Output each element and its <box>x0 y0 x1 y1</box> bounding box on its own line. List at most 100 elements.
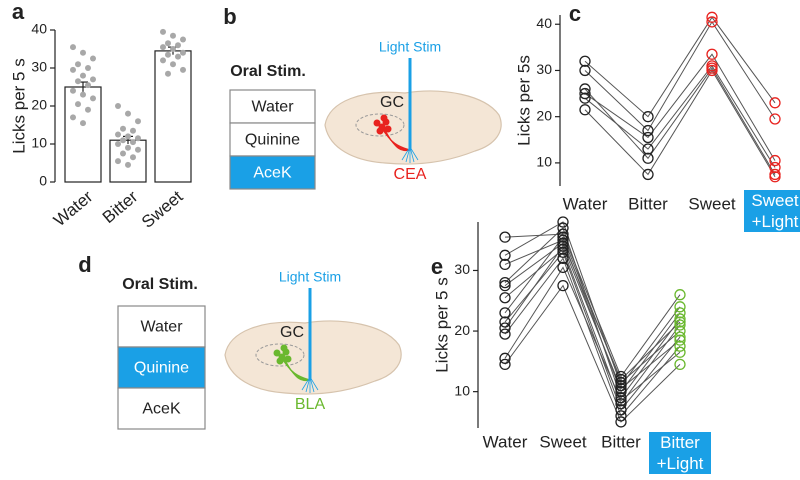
data-point <box>557 246 569 258</box>
panel-letter: a <box>12 0 25 24</box>
data-point <box>75 78 81 85</box>
x-tick-label: Bitter <box>601 432 641 451</box>
data-point <box>557 243 569 255</box>
bar <box>64 86 102 183</box>
x-tick-label: Bitter <box>99 187 142 227</box>
data-point <box>70 114 76 121</box>
panel-letter: b <box>223 4 236 29</box>
x-tick-label: Water <box>50 187 97 231</box>
data-point <box>135 146 141 153</box>
data-point <box>499 322 511 334</box>
series-line <box>504 245 681 390</box>
brain <box>324 90 502 165</box>
data-point <box>674 289 686 301</box>
data-point <box>615 385 627 398</box>
data-point <box>85 106 91 113</box>
data-point <box>75 61 81 68</box>
data-point <box>499 249 511 261</box>
x-tick-label: Sweet <box>138 187 187 232</box>
data-point <box>165 70 171 77</box>
series-line <box>504 257 681 417</box>
data-point <box>90 95 96 102</box>
data-point <box>80 91 86 98</box>
data-point <box>175 53 181 60</box>
series-line <box>504 236 681 384</box>
option-cell <box>117 346 206 389</box>
neuron <box>380 114 388 122</box>
brain-outline <box>224 320 402 395</box>
option-label: AceK <box>142 401 181 418</box>
data-point <box>557 261 569 274</box>
data-point <box>180 36 186 43</box>
data-point <box>674 307 686 319</box>
data-point <box>499 316 511 328</box>
data-point <box>135 135 141 142</box>
option-cell <box>117 305 206 348</box>
y-tick-label: 30 <box>536 61 552 77</box>
data-point <box>769 113 781 125</box>
data-point <box>674 340 686 352</box>
series-line <box>584 67 776 175</box>
data-point <box>557 240 569 252</box>
data-point <box>706 16 718 28</box>
data-point <box>130 139 136 146</box>
data-point <box>674 358 686 371</box>
data-point <box>160 57 166 64</box>
gc-region <box>255 343 305 367</box>
data-point <box>170 32 176 39</box>
data-point <box>769 171 781 183</box>
data-point <box>674 331 686 343</box>
data-point <box>125 110 131 117</box>
neuron <box>276 357 284 365</box>
panel-letter: c <box>569 1 581 26</box>
y-tick-label: 30 <box>454 261 470 277</box>
option-label: Water <box>251 99 294 116</box>
data-point <box>80 49 86 56</box>
data-point <box>579 64 591 77</box>
region-label: GC <box>380 94 404 111</box>
data-point <box>499 276 511 289</box>
data-point <box>557 222 569 234</box>
option-cell <box>229 155 316 190</box>
data-point <box>706 11 718 23</box>
data-point <box>579 55 591 67</box>
y-tick-label: 10 <box>536 154 552 170</box>
data-point <box>135 118 141 125</box>
y-tick-label: 10 <box>454 382 470 398</box>
y-tick-label: 0 <box>39 173 47 189</box>
option-cell <box>117 387 206 430</box>
data-point <box>80 120 86 127</box>
data-point <box>557 237 569 249</box>
data-point <box>115 141 121 147</box>
data-point <box>769 161 781 174</box>
series-line <box>584 69 776 178</box>
y-axis-label: Licks per 5 s <box>9 58 28 153</box>
diagram-title: Oral Stim. <box>122 276 198 293</box>
series-line <box>504 239 681 393</box>
data-point <box>85 82 91 89</box>
y-tick-label: 20 <box>454 322 470 338</box>
series-line <box>584 64 776 168</box>
series-line <box>504 248 681 405</box>
highlight-label: Sweet +Light <box>744 190 800 232</box>
data-point <box>165 40 171 47</box>
series-line <box>584 53 776 161</box>
diagram-title: Oral Stim. <box>230 63 306 80</box>
panel-letter: e <box>431 254 443 279</box>
data-point <box>70 66 76 73</box>
data-point <box>642 168 654 181</box>
data-point <box>674 334 686 346</box>
light-label: Light Stim <box>379 39 441 55</box>
data-point <box>615 398 627 410</box>
series-line <box>584 20 776 132</box>
data-point <box>674 325 686 337</box>
data-point <box>674 301 686 313</box>
data-point <box>160 28 166 35</box>
data-point <box>557 231 569 243</box>
data-point <box>165 51 171 58</box>
y-axis-label: Licks per 5 s <box>432 277 451 372</box>
data-point <box>499 307 511 319</box>
data-point <box>674 346 686 358</box>
data-point <box>499 352 511 364</box>
option-label: AceK <box>253 165 292 182</box>
